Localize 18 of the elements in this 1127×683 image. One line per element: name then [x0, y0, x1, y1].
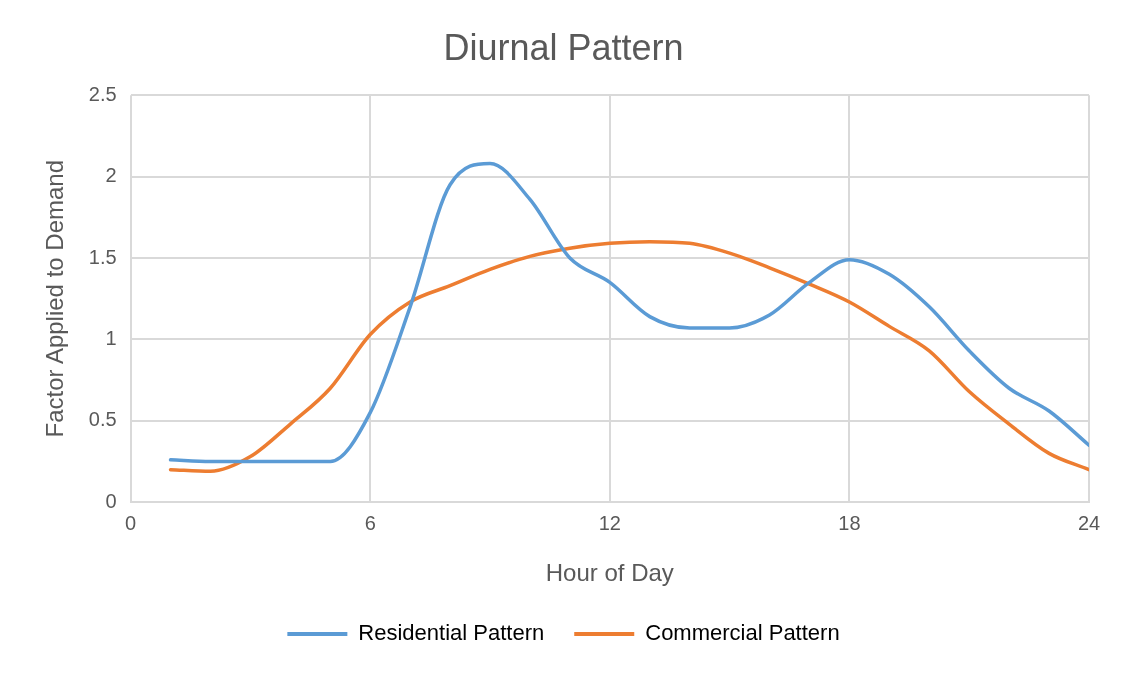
x-tick-label: 18: [838, 511, 861, 534]
line-series: [168, 161, 1089, 464]
y-tick-label: 0: [105, 489, 117, 512]
y-tick-label: 2.5: [88, 82, 117, 105]
x-tick-label: 24: [1077, 511, 1101, 534]
chart-title: Diurnal Pattern: [443, 26, 684, 68]
x-tick-label: 12: [598, 511, 621, 534]
legend-label: Residential Pattern: [358, 620, 545, 646]
legend-label: Commercial Pattern: [645, 620, 840, 646]
y-tick-label: 0.5: [88, 408, 117, 431]
y-tick-label: 1.5: [88, 245, 117, 268]
y-tick-label: 1: [105, 326, 117, 349]
x-axis-title: Hour of Day: [545, 559, 674, 587]
x-tick-label: 6: [364, 511, 376, 534]
x-tick-label: 0: [125, 511, 137, 534]
y-tick-label: 2: [105, 164, 117, 187]
y-axis-title: Factor Applied to Demand: [41, 159, 69, 438]
line-series: [168, 239, 1089, 474]
